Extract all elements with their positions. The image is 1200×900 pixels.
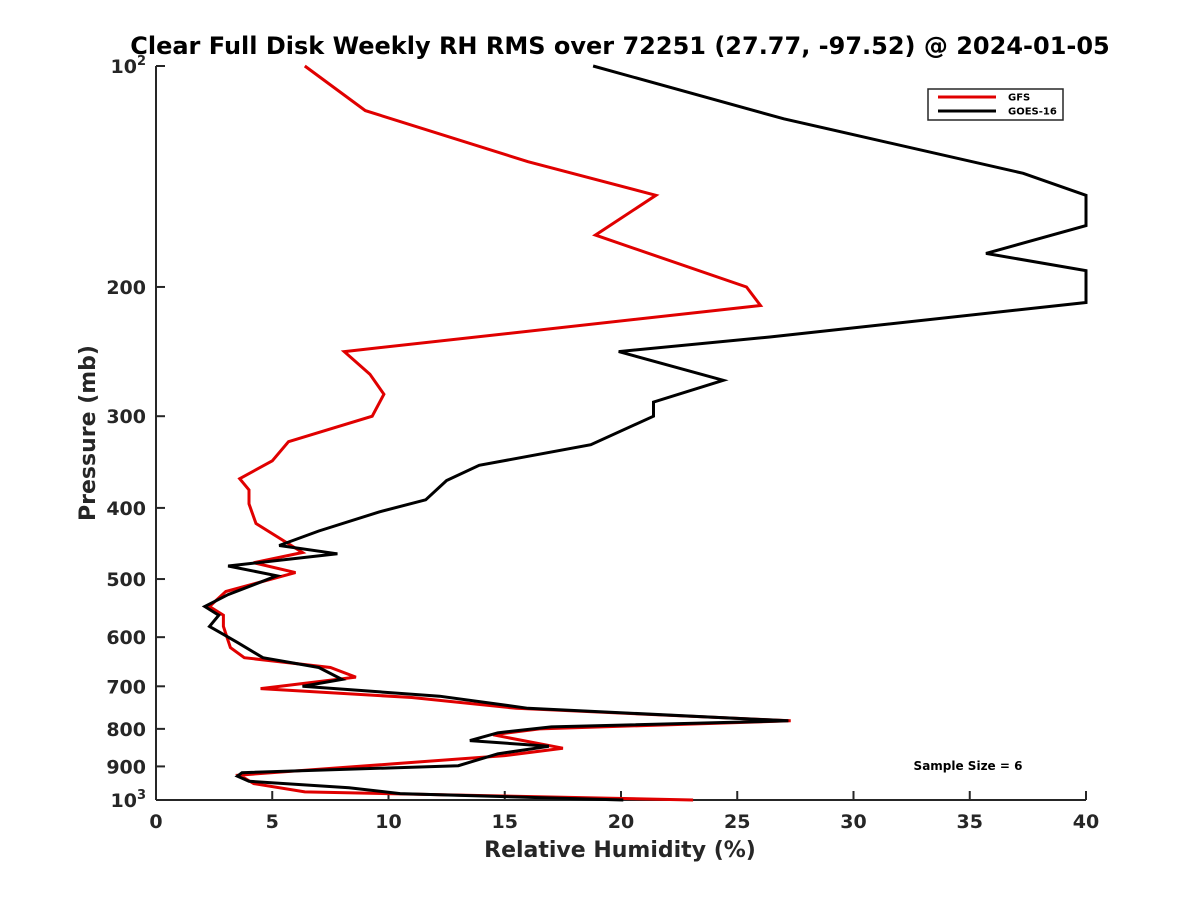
y-tick-label: 500 xyxy=(106,569,146,591)
y-tick-label: 900 xyxy=(106,756,146,778)
series-lines xyxy=(201,64,1088,802)
y-tick-exponent: 2 xyxy=(137,54,146,69)
legend-label: GOES-16 xyxy=(1008,107,1057,118)
series-line-goes-16 xyxy=(201,64,1088,802)
x-axis-label: Relative Humidity (%) xyxy=(484,838,756,863)
x-tick-label: 25 xyxy=(724,811,750,833)
sample-size-annotation: Sample Size = 6 xyxy=(914,759,1023,773)
x-tick-label: 5 xyxy=(266,811,279,833)
y-tick-label: 800 xyxy=(106,719,146,741)
y-tick-label: 700 xyxy=(106,676,146,698)
legend-box xyxy=(927,88,1064,121)
y-tick-label: 600 xyxy=(106,627,146,649)
x-tick-label: 10 xyxy=(375,811,401,833)
y-tick-base: 10 xyxy=(111,790,137,812)
y-tick-label: 400 xyxy=(106,498,146,520)
plot-axes: 0 5 10 15 20 25 30 35 40102200300400500600700800… xyxy=(106,54,1099,833)
x-tick-label: 30 xyxy=(840,811,866,833)
chart-title: Clear Full Disk Weekly RH RMS over 72251… xyxy=(130,32,1110,60)
y-axis-label: Pressure (mb) xyxy=(76,345,101,521)
y-tick-label: 102 xyxy=(111,54,147,78)
legend-label: GFS xyxy=(1008,93,1030,104)
y-tick-label: 103 xyxy=(111,788,147,812)
x-tick-label: 20 xyxy=(608,811,634,833)
x-tick-label: 35 xyxy=(957,811,983,833)
y-tick-base: 10 xyxy=(111,56,137,78)
x-tick-label: 15 xyxy=(492,811,518,833)
series-line-gfs xyxy=(207,64,791,802)
y-tick-label: 300 xyxy=(106,406,146,428)
y-tick-label: 200 xyxy=(106,277,146,299)
y-tick-exponent: 3 xyxy=(137,788,146,803)
x-tick-label: 0 xyxy=(149,811,162,833)
legend: GFS GOES-16 xyxy=(927,88,1064,121)
x-tick-label: 40 xyxy=(1073,811,1099,833)
